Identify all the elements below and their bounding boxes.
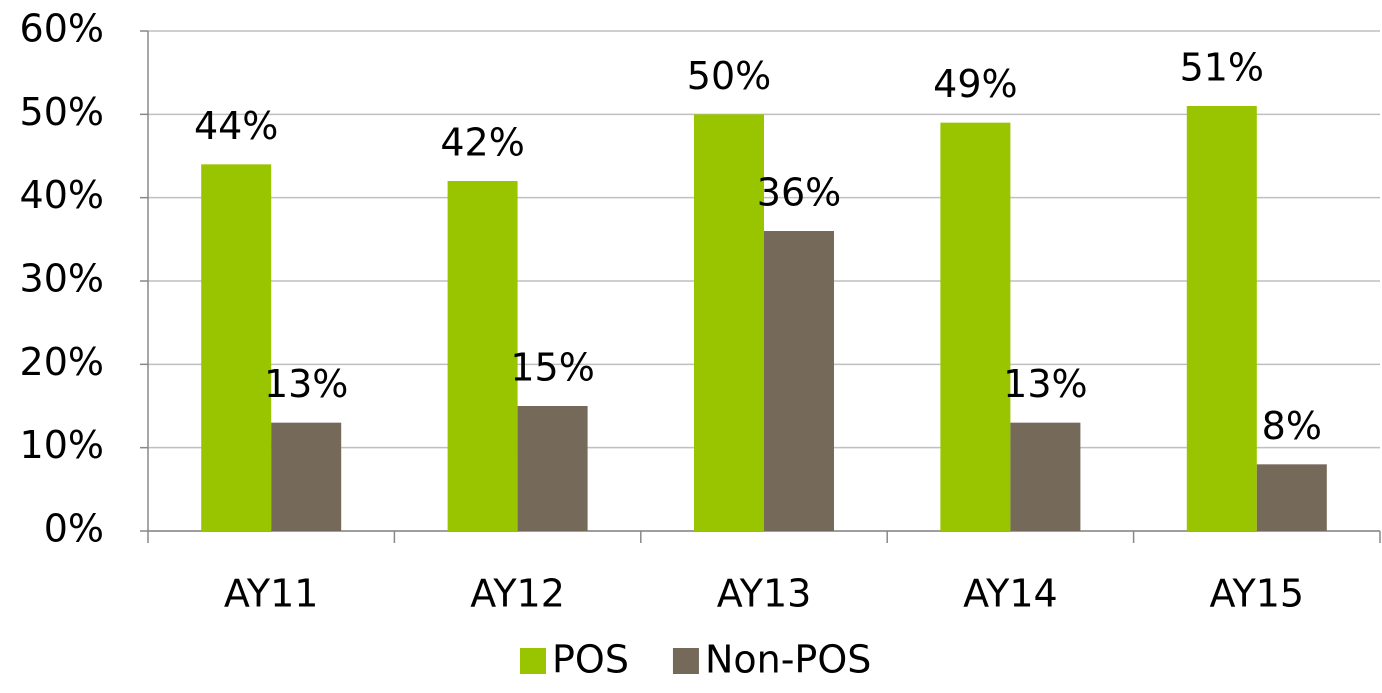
data-label: 8% bbox=[1262, 404, 1322, 448]
x-tick-label: AY14 bbox=[963, 572, 1058, 616]
bar bbox=[271, 422, 342, 531]
data-label: 42% bbox=[440, 121, 524, 165]
data-label: 13% bbox=[264, 362, 348, 406]
y-tick-label: 0% bbox=[44, 507, 104, 551]
bar bbox=[764, 231, 834, 531]
bar bbox=[447, 181, 518, 531]
data-label: 49% bbox=[933, 62, 1017, 106]
x-tick-label: AY12 bbox=[470, 572, 565, 616]
bar bbox=[1256, 464, 1327, 531]
y-tick-label: 50% bbox=[20, 90, 104, 134]
bar bbox=[517, 406, 588, 531]
bar bbox=[201, 164, 272, 532]
y-tick-label: 10% bbox=[20, 423, 104, 467]
y-tick-label: 60% bbox=[20, 7, 104, 51]
x-tick-label: AY13 bbox=[717, 572, 812, 616]
y-tick-label: 40% bbox=[20, 173, 104, 217]
bar bbox=[694, 114, 764, 531]
legend-label: Non-POS bbox=[705, 638, 871, 682]
bar bbox=[940, 122, 1011, 532]
legend-label: POS bbox=[552, 638, 629, 682]
x-tick-label: AY15 bbox=[1209, 572, 1304, 616]
legend-swatch bbox=[672, 648, 699, 674]
bar bbox=[1010, 422, 1081, 531]
y-tick-label: 30% bbox=[20, 257, 104, 301]
data-label: 50% bbox=[687, 54, 771, 98]
bar bbox=[1186, 106, 1257, 531]
data-label: 36% bbox=[757, 171, 841, 215]
data-label: 51% bbox=[1180, 46, 1264, 90]
legend-swatch bbox=[520, 648, 546, 674]
x-tick-label: AY11 bbox=[224, 572, 319, 616]
data-label: 15% bbox=[510, 346, 594, 390]
data-label: 44% bbox=[194, 104, 278, 148]
data-label: 13% bbox=[1003, 362, 1087, 406]
y-tick-label: 20% bbox=[20, 340, 104, 384]
